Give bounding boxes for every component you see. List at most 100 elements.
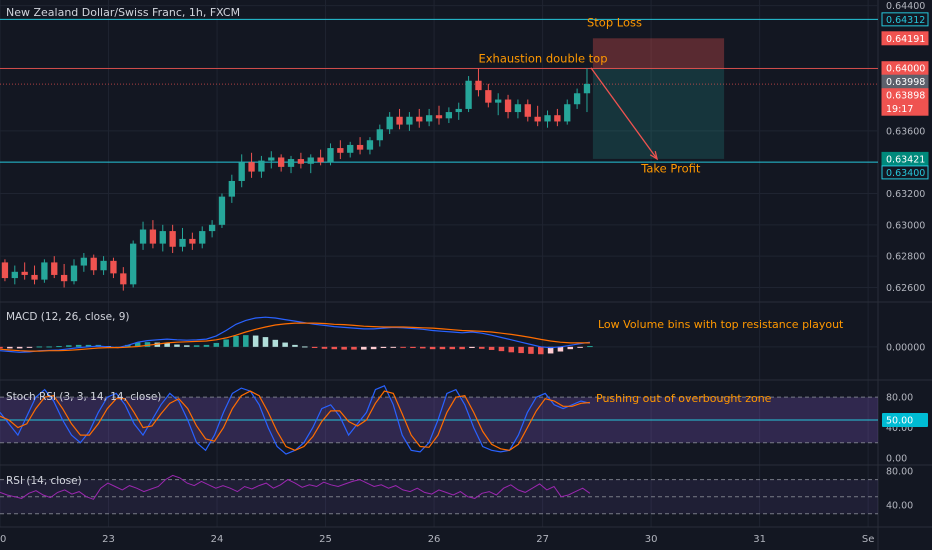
macd-histogram-bar [351, 346, 357, 350]
time-tick-label: 27 [536, 534, 549, 545]
macd-histogram-bar [370, 346, 377, 350]
stoch-tick-label: 80.00 [886, 393, 913, 404]
take-profit-zone[interactable] [592, 68, 725, 159]
price-tick-label: 0.63600 [886, 126, 925, 137]
macd-histogram-bar [498, 346, 505, 352]
macd-histogram-bar [311, 346, 318, 349]
stoch-tick-label: 0.00 [886, 453, 907, 464]
time-tick-label: 26 [428, 534, 441, 545]
macd-histogram-bar [420, 346, 426, 349]
candle-body [248, 162, 255, 172]
macd-label: MACD (12, 26, close, 9) [6, 311, 129, 323]
price-badge-label: 19:17 [886, 104, 913, 115]
macd-histogram-bar [567, 346, 574, 350]
rsi-band [0, 479, 878, 514]
candle-body [60, 274, 68, 282]
candle-body [554, 115, 561, 122]
macd-histogram-bar [272, 339, 279, 347]
macd-histogram-bar [508, 346, 515, 353]
candle-body [485, 90, 492, 103]
macd-histogram-bar [184, 345, 190, 347]
time-tick-label: 25 [319, 534, 332, 545]
time-tick-label: 24 [211, 534, 224, 545]
price-tick-label: 0.62600 [886, 283, 925, 294]
time-tick-label: 30 [645, 534, 658, 545]
price-badge [881, 31, 929, 46]
macd-histogram-bar [538, 346, 544, 355]
stop-loss-zone[interactable] [592, 38, 725, 69]
candle-body [11, 271, 18, 279]
candle-body [278, 157, 285, 167]
candle-body [159, 231, 166, 244]
candle-body [534, 116, 541, 122]
candle-body [416, 116, 423, 122]
candle-body [120, 273, 127, 285]
macd-histogram-bar [66, 345, 72, 347]
candle-body [130, 243, 137, 285]
rsi-panel[interactable] [0, 474, 878, 515]
macd-histogram-bar [252, 335, 259, 347]
macd-line[interactable] [0, 316, 590, 353]
candle-body [465, 80, 472, 109]
price-annotation: Exhaustion double top [478, 52, 607, 66]
stoch-highlight-badge [882, 412, 928, 427]
macd-histogram-bar [410, 346, 416, 349]
candle-body [287, 159, 295, 167]
macd-histogram-bar [213, 342, 220, 347]
stoch-rsi-label: Stoch RSI (3, 3, 14, 14, close) [6, 391, 161, 403]
candle-body [21, 271, 28, 275]
time-axis[interactable]: 0 23 24 25 26 27 30 31 Se [0, 534, 874, 545]
stoch-d-line[interactable] [0, 390, 590, 451]
candle-body [307, 157, 314, 164]
macd-histogram-bar [400, 346, 406, 348]
macd-histogram-bar [203, 344, 210, 347]
price-axis[interactable]: 0.64400 0.64000 0.63600 0.63200 0.62800 0.626… [881, 1, 929, 512]
candle-body [41, 262, 48, 280]
price-badge-label: 0.63400 [886, 168, 925, 179]
price-badge-label: 0.64191 [886, 34, 925, 45]
macd-histogram-bar [36, 346, 43, 348]
macd-histogram-bar [321, 346, 328, 349]
macd-histogram-bar [361, 346, 367, 350]
candle-body [583, 83, 591, 94]
stoch-rsi-panel[interactable] [0, 385, 878, 455]
macd-histogram-bar [0, 346, 3, 349]
macd-histogram-bar [341, 346, 347, 350]
candle-body [573, 93, 581, 105]
macd-histogram-bar [557, 346, 564, 352]
rsi-line[interactable] [0, 474, 591, 500]
price-annotation: Take Profit [640, 161, 701, 175]
price-badge-label: 0.63898 [886, 91, 925, 102]
candle-body [406, 116, 413, 125]
macd-histogram-bar [429, 346, 436, 350]
candle-body [455, 108, 462, 113]
price-panel[interactable]: Stop Loss Exhaustion double top Take Profi… [0, 16, 878, 291]
candle-body [208, 224, 216, 232]
price-badge-label: 0.63421 [886, 154, 925, 165]
candle-body [297, 159, 305, 164]
macd-histogram-bar [302, 346, 308, 348]
macd-histogram-bar [144, 342, 151, 347]
macd-signal-line[interactable] [0, 322, 590, 352]
candle-body [90, 257, 97, 271]
rsi-tick-label: 80.00 [886, 467, 913, 478]
candle-body [356, 144, 364, 150]
price-badge-label: 0.63998 [886, 77, 925, 88]
macd-panel[interactable] [0, 316, 593, 355]
trade-arrow[interactable] [590, 67, 658, 160]
macd-histogram-bar [518, 346, 524, 354]
price-tick-label: 0.63000 [886, 220, 925, 231]
candle-body [475, 80, 482, 91]
macd-annotation: Low Volume bins with top resistance play… [598, 318, 844, 331]
macd-histogram-bar [16, 346, 23, 349]
macd-histogram-bar [587, 346, 593, 348]
macd-histogram-bar [439, 346, 446, 350]
candle-body [544, 115, 551, 122]
trade-arrow-head [649, 150, 658, 161]
macd-tick-label: 0.00000 [886, 342, 925, 353]
candle-body [337, 148, 344, 153]
candle-body [110, 260, 117, 274]
price-badge [881, 101, 929, 116]
macd-histogram-bar [174, 344, 180, 347]
